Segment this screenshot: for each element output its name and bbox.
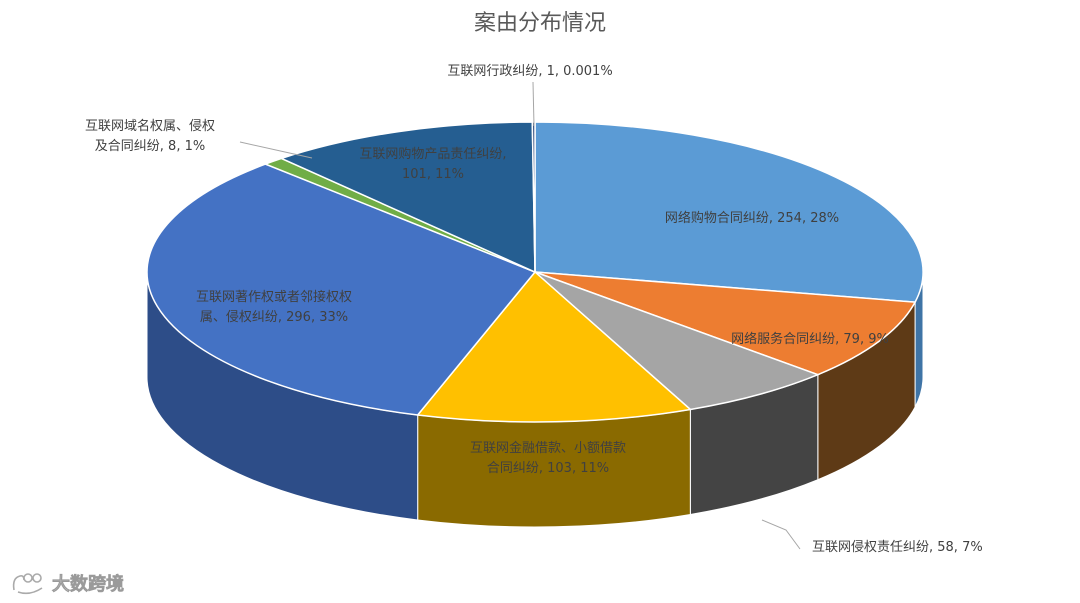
watermark-text: 大数跨境	[52, 573, 124, 595]
data-label-line: 及合同纠纷, 8, 1%	[95, 139, 205, 154]
data-label-internet-tort-liability: 互联网侵权责任纠纷, 58, 7%	[812, 539, 983, 555]
data-label-line: 互联网金融借款、小额借款	[470, 440, 626, 456]
data-label-line: 101, 11%	[402, 167, 464, 182]
data-label-copyright-neighboring-rights: 互联网著作权或者邻接权权属、侵权纠纷, 296, 33%	[196, 289, 352, 325]
pie-slice-internet-tort-liability	[534, 271, 820, 411]
watermark-logo-icon	[12, 573, 43, 595]
data-label-line: 互联网行政纠纷, 1, 0.001%	[447, 64, 612, 79]
data-label-online-shopping-contract: 网络购物合同纠纷, 254, 28%	[665, 210, 839, 226]
pie-tops	[146, 121, 924, 423]
data-label-line: 互联网侵权责任纠纷, 58, 7%	[812, 539, 983, 555]
data-label-line: 合同纠纷, 103, 11%	[487, 461, 609, 476]
data-labels: 网络购物合同纠纷, 254, 28% 网络服务合同纠纷, 79, 9% 互联网侵权责…	[85, 64, 983, 555]
data-label-line: 互联网域名权属、侵权	[85, 118, 215, 134]
data-label-line: 属、侵权纠纷, 296, 33%	[200, 309, 348, 325]
leader-line-domain-name	[239, 141, 313, 159]
data-label-network-service-contract: 网络服务合同纠纷, 79, 9%	[731, 331, 889, 347]
data-label-internet-administrative: 互联网行政纠纷, 1, 0.001%	[447, 64, 612, 79]
data-label-line: 互联网购物产品责任纠纷,	[359, 146, 506, 162]
pie-slice-online-product-liability	[279, 121, 536, 274]
watermark: 大数跨境	[12, 573, 124, 595]
pie-slice-copyright-neighboring-rights	[146, 163, 537, 416]
pie-sides	[146, 271, 924, 528]
data-label-online-product-liability: 互联网购物产品责任纠纷, 101, 11%	[359, 146, 506, 182]
leader-line-internet-tort-liability	[761, 519, 801, 550]
pie-slice-network-service-contract	[534, 271, 917, 376]
pie-slice-online-shopping-contract	[534, 121, 924, 303]
data-label-internet-finance-loan: 互联网金融借款、小额借款合同纠纷, 103, 11%	[470, 440, 626, 476]
data-label-line: 网络购物合同纠纷, 254, 28%	[665, 210, 839, 226]
data-label-domain-name: 互联网域名权属、侵权及合同纠纷, 8, 1%	[85, 118, 215, 154]
pie-slice-internet-finance-loan	[416, 270, 693, 423]
chart-title: 案由分布情况	[474, 11, 606, 36]
data-label-line: 网络服务合同纠纷, 79, 9%	[731, 331, 889, 347]
leader-line-internet-administrative	[532, 81, 535, 127]
leader-lines	[239, 81, 801, 550]
data-label-line: 互联网著作权或者邻接权权	[196, 289, 352, 305]
